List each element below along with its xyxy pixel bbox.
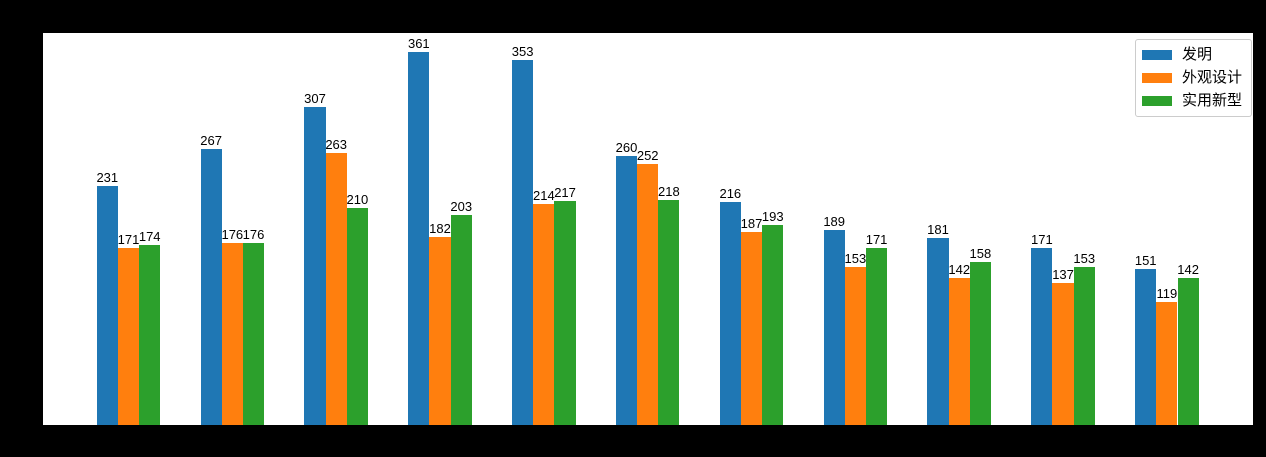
bar-value-label: 189 (823, 213, 846, 229)
bar-value-label: 263 (325, 136, 348, 152)
bar-series3-group1 (139, 245, 161, 425)
bar-value-label: 203 (450, 199, 473, 215)
bar-series1-group2 (200, 148, 222, 425)
bar-series2-group10 (1052, 283, 1074, 425)
bar-series3-group6 (658, 199, 680, 425)
bar-value-label: 142 (1177, 262, 1199, 278)
plot-area: 231 267 307 361 353 260 216 189 181 171 151 171 176 2… (43, 33, 1253, 425)
legend: 发明 外观设计 实用新型 (1134, 39, 1252, 117)
bar-value-label: 171 (1031, 232, 1053, 248)
legend-item-famíng: 发明 (1141, 46, 1242, 64)
bar-value-label: 307 (304, 91, 326, 107)
bar-value-label: 176 (242, 226, 265, 242)
bar-series1-group3 (304, 107, 326, 425)
bar-series2-group3 (325, 152, 347, 425)
bar-value-label: 119 (1156, 285, 1178, 301)
bar-value-label: 217 (554, 184, 576, 200)
bar-value-label: 214 (533, 187, 555, 203)
bar-value-label: 182 (429, 220, 451, 236)
bar-series3-group2 (242, 242, 265, 425)
bar-series2-group6 (637, 164, 659, 425)
bar-series2-group9 (948, 278, 970, 425)
bar-series3-group10 (1073, 266, 1095, 425)
bar-value-label: 158 (969, 245, 992, 261)
bar-value-label: 210 (346, 191, 369, 207)
legend-item-series-2: 外观设计 (1141, 69, 1242, 87)
bar-series1-group11 (1135, 268, 1157, 425)
bar-series1-group10 (1031, 248, 1053, 425)
bar-value-label: 187 (740, 215, 763, 231)
bar-series3-group4 (450, 215, 472, 425)
bar-series1-group7 (719, 201, 741, 425)
legend-label-series-1: 发明 (1181, 46, 1212, 63)
bar-series2-group5 (533, 203, 555, 425)
bar-value-label: 174 (138, 229, 161, 245)
legend-swatch-series-1 (1141, 50, 1172, 60)
bar-value-label: 216 (719, 185, 742, 201)
bar-series2-group8 (844, 266, 866, 425)
bar-series3-group7 (762, 225, 784, 425)
bar-value-label: 353 (511, 43, 534, 59)
bar-value-label: 151 (1134, 252, 1157, 268)
bar-series1-group9 (927, 237, 949, 425)
bar-series1-group5 (512, 59, 534, 425)
bar-value-label: 218 (658, 183, 680, 199)
bar-value-label: 176 (221, 226, 244, 242)
bar-series2-group4 (429, 236, 451, 425)
bar-series1-group4 (408, 51, 430, 425)
bar-series3-group8 (865, 248, 888, 425)
bar-value-label: 142 (948, 262, 971, 278)
legend-swatch-series-3 (1141, 96, 1172, 106)
bar-value-label: 252 (636, 148, 659, 164)
bar-series1-group6 (615, 156, 638, 425)
bar-value-label: 137 (1052, 267, 1074, 283)
bar-series1-group8 (823, 229, 845, 425)
bar-value-label: 267 (200, 132, 222, 148)
bar-value-label: 361 (407, 35, 430, 51)
bar-series3-group3 (346, 207, 368, 425)
bar-series2-group7 (740, 231, 763, 425)
legend-item-series-3: 实用新型 (1141, 92, 1242, 110)
bar-value-label: 193 (761, 209, 784, 225)
legend-label-series-3: 实用新型 (1181, 92, 1242, 109)
bar-series2-group11 (1156, 301, 1178, 425)
bar-series2-group2 (221, 242, 243, 425)
bar-series1-group1 (96, 186, 118, 425)
bar-value-label: 260 (615, 140, 638, 156)
bar-value-label: 171 (865, 232, 888, 248)
bar-series2-group1 (117, 248, 140, 425)
bar-value-label: 231 (96, 170, 119, 186)
legend-swatch-series-2 (1141, 73, 1172, 83)
bar-value-label: 171 (117, 232, 140, 248)
bar-value-label: 181 (927, 221, 949, 237)
bar-series3-group5 (554, 200, 576, 425)
bar-series3-group9 (969, 261, 991, 425)
bar-value-label: 153 (844, 250, 867, 266)
legend-label-series-2: 外观设计 (1181, 69, 1242, 86)
bar-series3-group11 (1177, 278, 1199, 425)
bar-value-label: 153 (1073, 250, 1096, 266)
